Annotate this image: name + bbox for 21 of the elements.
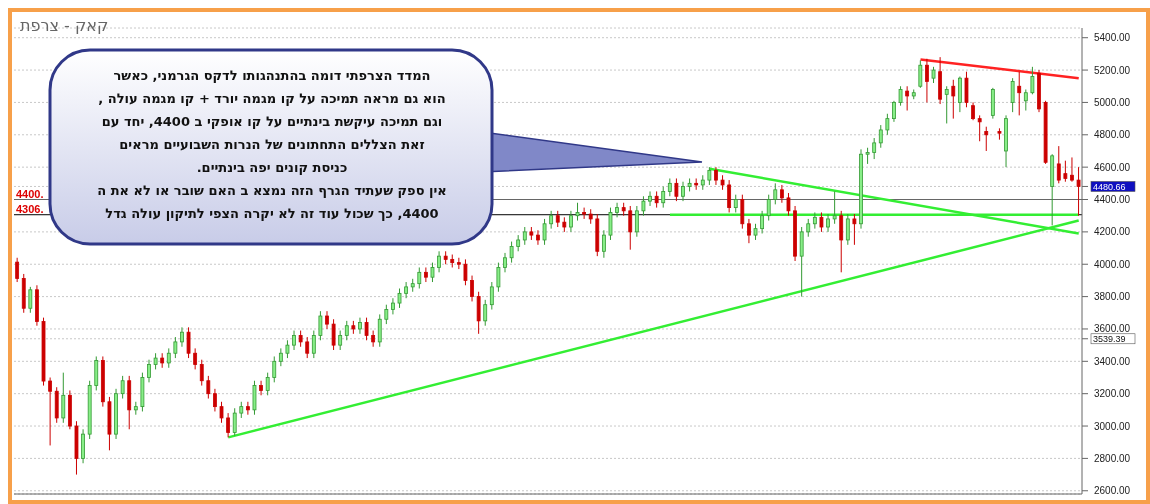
annotation: המדד הצרפתי דומה בהתנהגותו לדקס הגרמני, כאשר הוא גם מראה תמיכה על קו מגמה יורד + קו מגמה עולה , וגם תמיכה עיקשת בינתיים על קו אופקי ב 4400, יחד עם זאת הצללים התחתונים של הנרות השבועיים מראים כניסת קונים יפה בינתיים. אין ספק שעתיד הגרף הזה נמצא ב האם שובר או לא את ה 4400, כך שכול עוד זה לא יקרה הצפי לתיקון עולה גדל: [96, 67, 448, 223]
chart-title: קאק - צרפת: [20, 16, 109, 35]
y-tick-label: 3200.00: [1094, 388, 1131, 400]
y-tick-label: 3539.39: [1093, 333, 1126, 344]
y-tick-label: 4000.00: [1094, 258, 1131, 270]
ref-line-label: 4400.: [16, 187, 44, 200]
y-tick-label: 2800.00: [1094, 452, 1131, 464]
y-tick-label: 3600.00: [1094, 323, 1131, 335]
ref-line-label: 4306.: [16, 202, 44, 215]
y-tick-label: 5400.00: [1094, 32, 1131, 44]
y-tick-label: 3400.00: [1094, 355, 1131, 367]
y-tick-label: 4480.66: [1093, 181, 1126, 192]
y-tick-label: 3800.00: [1094, 291, 1131, 303]
y-tick-label: 4400.00: [1094, 194, 1131, 206]
y-tick-label: 5000.00: [1094, 96, 1131, 108]
y-tick-label: 4200.00: [1094, 226, 1131, 238]
y-tick-label: 2600.00: [1094, 485, 1131, 497]
y-tick-label: 3000.00: [1094, 420, 1131, 432]
y-tick-label: 4800.00: [1094, 129, 1131, 141]
y-tick-label: 4600.00: [1094, 161, 1131, 173]
y-tick-label: 5200.00: [1094, 64, 1131, 76]
